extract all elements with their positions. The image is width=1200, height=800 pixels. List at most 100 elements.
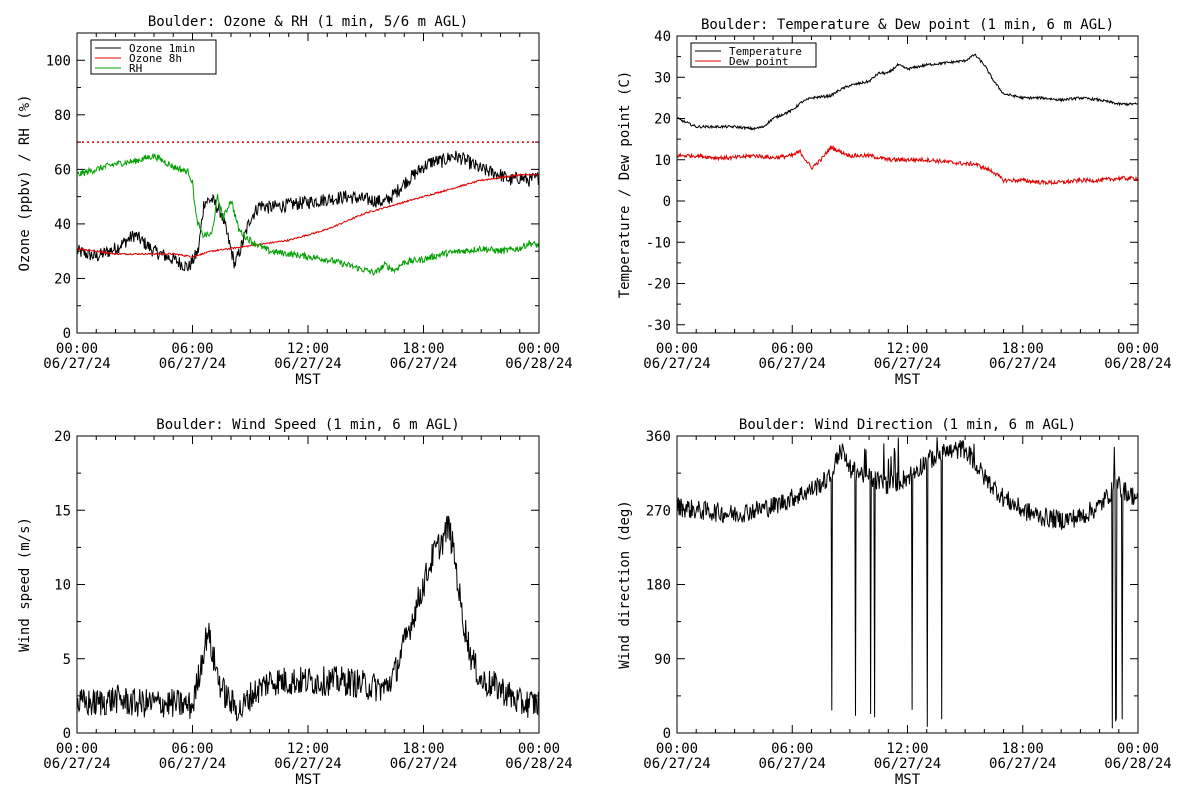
- y-tick-label: 100: [46, 53, 71, 69]
- plot-frame: [76, 32, 540, 334]
- x-tick-label-date: 06/28/24: [505, 756, 572, 772]
- x-tick-label-date: 06/27/24: [874, 356, 941, 372]
- series-line-2: [76, 153, 540, 277]
- x-tick-label-time: 06:00: [171, 741, 213, 757]
- x-tick-label-time: 00:00: [56, 341, 98, 357]
- y-tick-label: 0: [663, 726, 671, 742]
- legend-label: Ozone 1min: [129, 42, 195, 55]
- y-tick-label: 360: [646, 429, 671, 445]
- chart-title: Boulder: Temperature & Dew point (1 min,…: [701, 17, 1114, 33]
- series-line-0: [76, 515, 540, 722]
- legend-label: Dew point: [729, 55, 789, 68]
- x-tick-label-date: 06/28/24: [1104, 756, 1171, 772]
- x-axis-label: MST: [895, 372, 921, 388]
- chart-title: Boulder: Ozone & RH (1 min, 5/6 m AGL): [148, 14, 468, 30]
- series-line-1: [676, 144, 1139, 186]
- x-tick-label-time: 00:00: [1117, 341, 1159, 357]
- y-tick-label: 20: [54, 271, 71, 287]
- x-tick-label-date: 06/27/24: [643, 756, 710, 772]
- y-tick-label: 20: [654, 112, 671, 128]
- y-tick-label: -10: [646, 235, 671, 251]
- y-axis-label: Ozone (ppbv) / RH (%): [17, 94, 33, 271]
- x-tick-label-time: 12:00: [287, 741, 329, 757]
- y-tick-label: 90: [654, 652, 671, 668]
- plot-frame: [76, 435, 540, 734]
- x-axis-label: MST: [295, 772, 321, 788]
- x-axis-label: MST: [295, 372, 321, 388]
- y-tick-label: 270: [646, 503, 671, 519]
- y-tick-label: 5: [63, 652, 71, 668]
- series-line-0: [676, 53, 1139, 131]
- x-tick-label-time: 12:00: [886, 341, 928, 357]
- x-tick-label-date: 06/28/24: [1104, 356, 1171, 372]
- y-tick-label: 0: [663, 194, 671, 210]
- wdir-chart: Boulder: Wind Direction (1 min, 6 m AGL)…: [617, 417, 1172, 788]
- x-tick-label-date: 06/28/24: [505, 356, 572, 372]
- x-tick-label-date: 06/27/24: [989, 756, 1056, 772]
- legend-label: Ozone 8h: [129, 52, 182, 65]
- x-tick-label-date: 06/27/24: [874, 756, 941, 772]
- x-tick-label-time: 00:00: [656, 741, 698, 757]
- x-tick-label-time: 00:00: [518, 741, 560, 757]
- x-tick-label-date: 06/27/24: [43, 356, 110, 372]
- plot-frame: [676, 435, 1139, 734]
- x-tick-label-time: 12:00: [886, 741, 928, 757]
- x-tick-label-time: 00:00: [518, 341, 560, 357]
- series-line-0: [676, 437, 1139, 729]
- y-axis-label: Wind direction (deg): [617, 500, 633, 669]
- chart-title: Boulder: Wind Speed (1 min, 6 m AGL): [156, 417, 459, 433]
- y-tick-label: 60: [54, 162, 71, 178]
- x-tick-label-time: 18:00: [1002, 341, 1044, 357]
- x-tick-label-time: 12:00: [287, 341, 329, 357]
- y-tick-label: -30: [646, 318, 671, 334]
- y-tick-label: 40: [54, 217, 71, 233]
- y-tick-label: 40: [654, 29, 671, 45]
- y-tick-label: 180: [646, 578, 671, 594]
- legend-label: RH: [129, 62, 142, 75]
- temp-chart: Boulder: Temperature & Dew point (1 min,…: [617, 17, 1172, 388]
- ozone-chart: Boulder: Ozone & RH (1 min, 5/6 m AGL)00…: [17, 14, 573, 388]
- series-line-0: [76, 150, 540, 272]
- x-tick-label-date: 06/27/24: [989, 356, 1056, 372]
- y-tick-label: 10: [654, 153, 671, 169]
- x-tick-label-date: 06/27/24: [390, 356, 457, 372]
- y-tick-label: 15: [54, 503, 71, 519]
- x-tick-label-date: 06/27/24: [759, 356, 826, 372]
- chart-title: Boulder: Wind Direction (1 min, 6 m AGL): [739, 417, 1076, 433]
- x-tick-label-date: 06/27/24: [759, 756, 826, 772]
- x-tick-label-time: 06:00: [771, 741, 813, 757]
- x-axis-label: MST: [895, 772, 921, 788]
- x-tick-label-time: 06:00: [771, 341, 813, 357]
- x-tick-label-date: 06/27/24: [274, 356, 341, 372]
- y-tick-label: 10: [54, 578, 71, 594]
- x-tick-label-date: 06/27/24: [390, 756, 457, 772]
- y-axis-label: Wind speed (m/s): [17, 517, 33, 652]
- x-tick-label-time: 18:00: [402, 741, 444, 757]
- y-tick-label: -20: [646, 277, 671, 293]
- y-tick-label: 0: [63, 726, 71, 742]
- series-line-1: [76, 173, 540, 258]
- y-axis-label: Temperature / Dew point (C): [617, 71, 633, 299]
- x-tick-label-time: 18:00: [1002, 741, 1044, 757]
- plot-frame: [676, 35, 1139, 334]
- x-tick-label-time: 00:00: [56, 741, 98, 757]
- x-tick-label-date: 06/27/24: [643, 356, 710, 372]
- x-tick-label-date: 06/27/24: [274, 756, 341, 772]
- x-tick-label-date: 06/27/24: [159, 756, 226, 772]
- y-tick-label: 80: [54, 108, 71, 124]
- x-tick-label-time: 00:00: [1117, 741, 1159, 757]
- x-tick-label-time: 18:00: [402, 341, 444, 357]
- legend-label: Temperature: [729, 45, 802, 58]
- legend-box: [690, 42, 817, 68]
- x-tick-label-date: 06/27/24: [159, 356, 226, 372]
- y-tick-label: 30: [654, 70, 671, 86]
- wspd-chart: Boulder: Wind Speed (1 min, 6 m AGL) 00:0…: [17, 417, 573, 788]
- y-tick-label: 0: [63, 326, 71, 342]
- x-tick-label-time: 06:00: [171, 341, 213, 357]
- y-tick-label: 20: [54, 429, 71, 445]
- x-tick-label-date: 06/27/24: [43, 756, 110, 772]
- x-tick-label-time: 00:00: [656, 341, 698, 357]
